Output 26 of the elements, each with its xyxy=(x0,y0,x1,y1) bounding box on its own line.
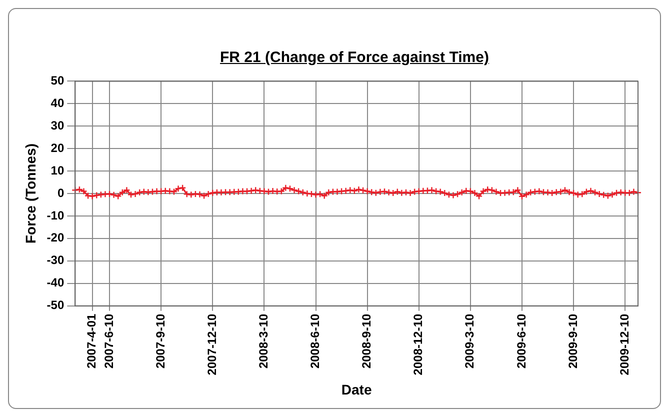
y-tick-label: -30 xyxy=(46,253,64,268)
y-tick-label: 20 xyxy=(50,140,64,155)
x-tick-label: 2008-6-10 xyxy=(308,314,322,369)
x-tick-label: 2008-12-10 xyxy=(411,314,426,376)
y-tick-label: -50 xyxy=(46,298,64,312)
x-tick-label: 2008-9-10 xyxy=(360,314,374,369)
y-tick-label: 0 xyxy=(57,186,64,200)
x-tick-label: 2009-3-10 xyxy=(462,314,477,369)
x-tick-label: 2007-9-10 xyxy=(153,314,168,369)
x-tick-label: 2007-4-01 xyxy=(84,314,99,369)
y-axis-title: Force (Tonnes) xyxy=(22,143,38,244)
x-tick-label: 2007-12-10 xyxy=(204,314,219,376)
x-tick-label: 2007-6-10 xyxy=(102,314,116,369)
x-tick-label: 2009-9-10 xyxy=(566,314,580,369)
x-axis-title: Date xyxy=(341,381,372,398)
y-tick-label: -10 xyxy=(46,208,64,222)
x-tick-label: 2009-12-10 xyxy=(617,314,632,376)
x-tick-label: 2009-6-10 xyxy=(514,314,528,369)
y-tick-label: 50 xyxy=(50,74,64,88)
y-tick-label: 10 xyxy=(50,163,64,178)
y-tick-label: 30 xyxy=(50,118,64,132)
x-tick-label: 2008-3-10 xyxy=(256,314,271,369)
chart-title: FR 21 (Change of Force against Time) xyxy=(219,48,490,68)
y-tick-label: 40 xyxy=(50,96,64,110)
y-tick-label: -20 xyxy=(46,230,64,245)
y-tick-label: -40 xyxy=(46,276,64,290)
